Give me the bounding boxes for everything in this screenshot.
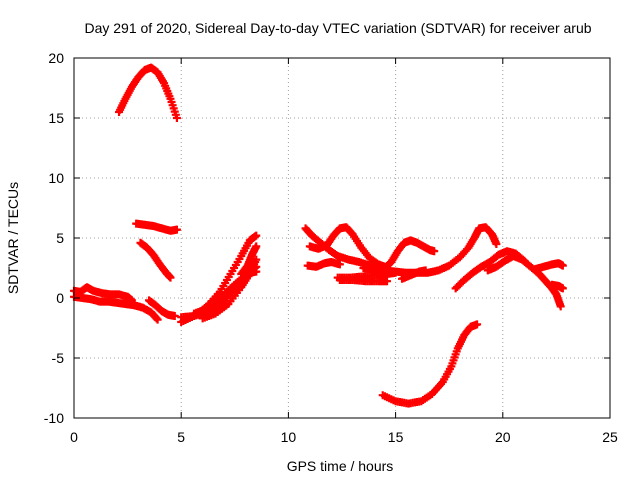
x-tick-label: 5 [177,429,185,445]
y-tick-label: -5 [52,350,65,366]
data-point [170,312,179,320]
data-point [335,260,344,269]
data-layer [70,63,567,408]
data-point [556,302,565,311]
series-trace-23 [530,259,567,274]
series-trace-3 [136,238,175,282]
series-trace-5 [70,292,162,324]
series-trace-16 [335,276,392,286]
y-tick-label: -10 [44,410,64,426]
series-trace-10 [198,255,261,323]
y-tick-label: 0 [56,290,64,306]
x-tick-label: 25 [602,429,618,445]
series-trace-11 [237,242,261,278]
series-trace-6 [145,296,179,320]
y-tick-label: 5 [56,230,64,246]
x-axis-title: GPS time / hours [287,458,394,474]
data-point [558,284,567,293]
x-tick-label: 20 [495,429,511,445]
data-point [558,261,567,270]
x-tick-label: 10 [281,429,297,445]
data-point [421,266,430,275]
series-trace-1 [115,63,181,122]
data-point [383,277,392,286]
x-tick-label: 0 [70,429,78,445]
y-axis-title: SDTVAR / TECUs [5,182,21,294]
data-point [166,273,175,282]
grid [74,58,610,418]
series-trace-13 [305,223,389,271]
data-point [153,315,162,324]
series-trace-2 [132,219,181,235]
data-point [473,320,482,329]
series-trace-18 [380,236,439,272]
series-trace-4 [70,283,136,305]
data-point [252,231,261,240]
series-trace-19 [398,266,430,283]
data-point [252,242,261,251]
series-trace-24 [548,280,567,293]
data-point [172,225,181,234]
data-point [430,247,439,256]
data-point [172,114,181,122]
x-tick-label: 15 [388,429,404,445]
data-point [492,240,501,248]
series-trace-22 [483,252,565,311]
y-tick-label: 15 [48,110,64,126]
ticks: 0 5 10 15 20 25 -10 -5 0 5 10 15 20 [44,50,618,445]
y-tick-label: 10 [48,170,64,186]
y-tick-label: 20 [48,50,64,66]
series-trace-20 [378,320,482,408]
series-trace-14 [303,258,344,271]
chart-title: Day 291 of 2020, Sidereal Day-to-day VTE… [84,20,591,36]
